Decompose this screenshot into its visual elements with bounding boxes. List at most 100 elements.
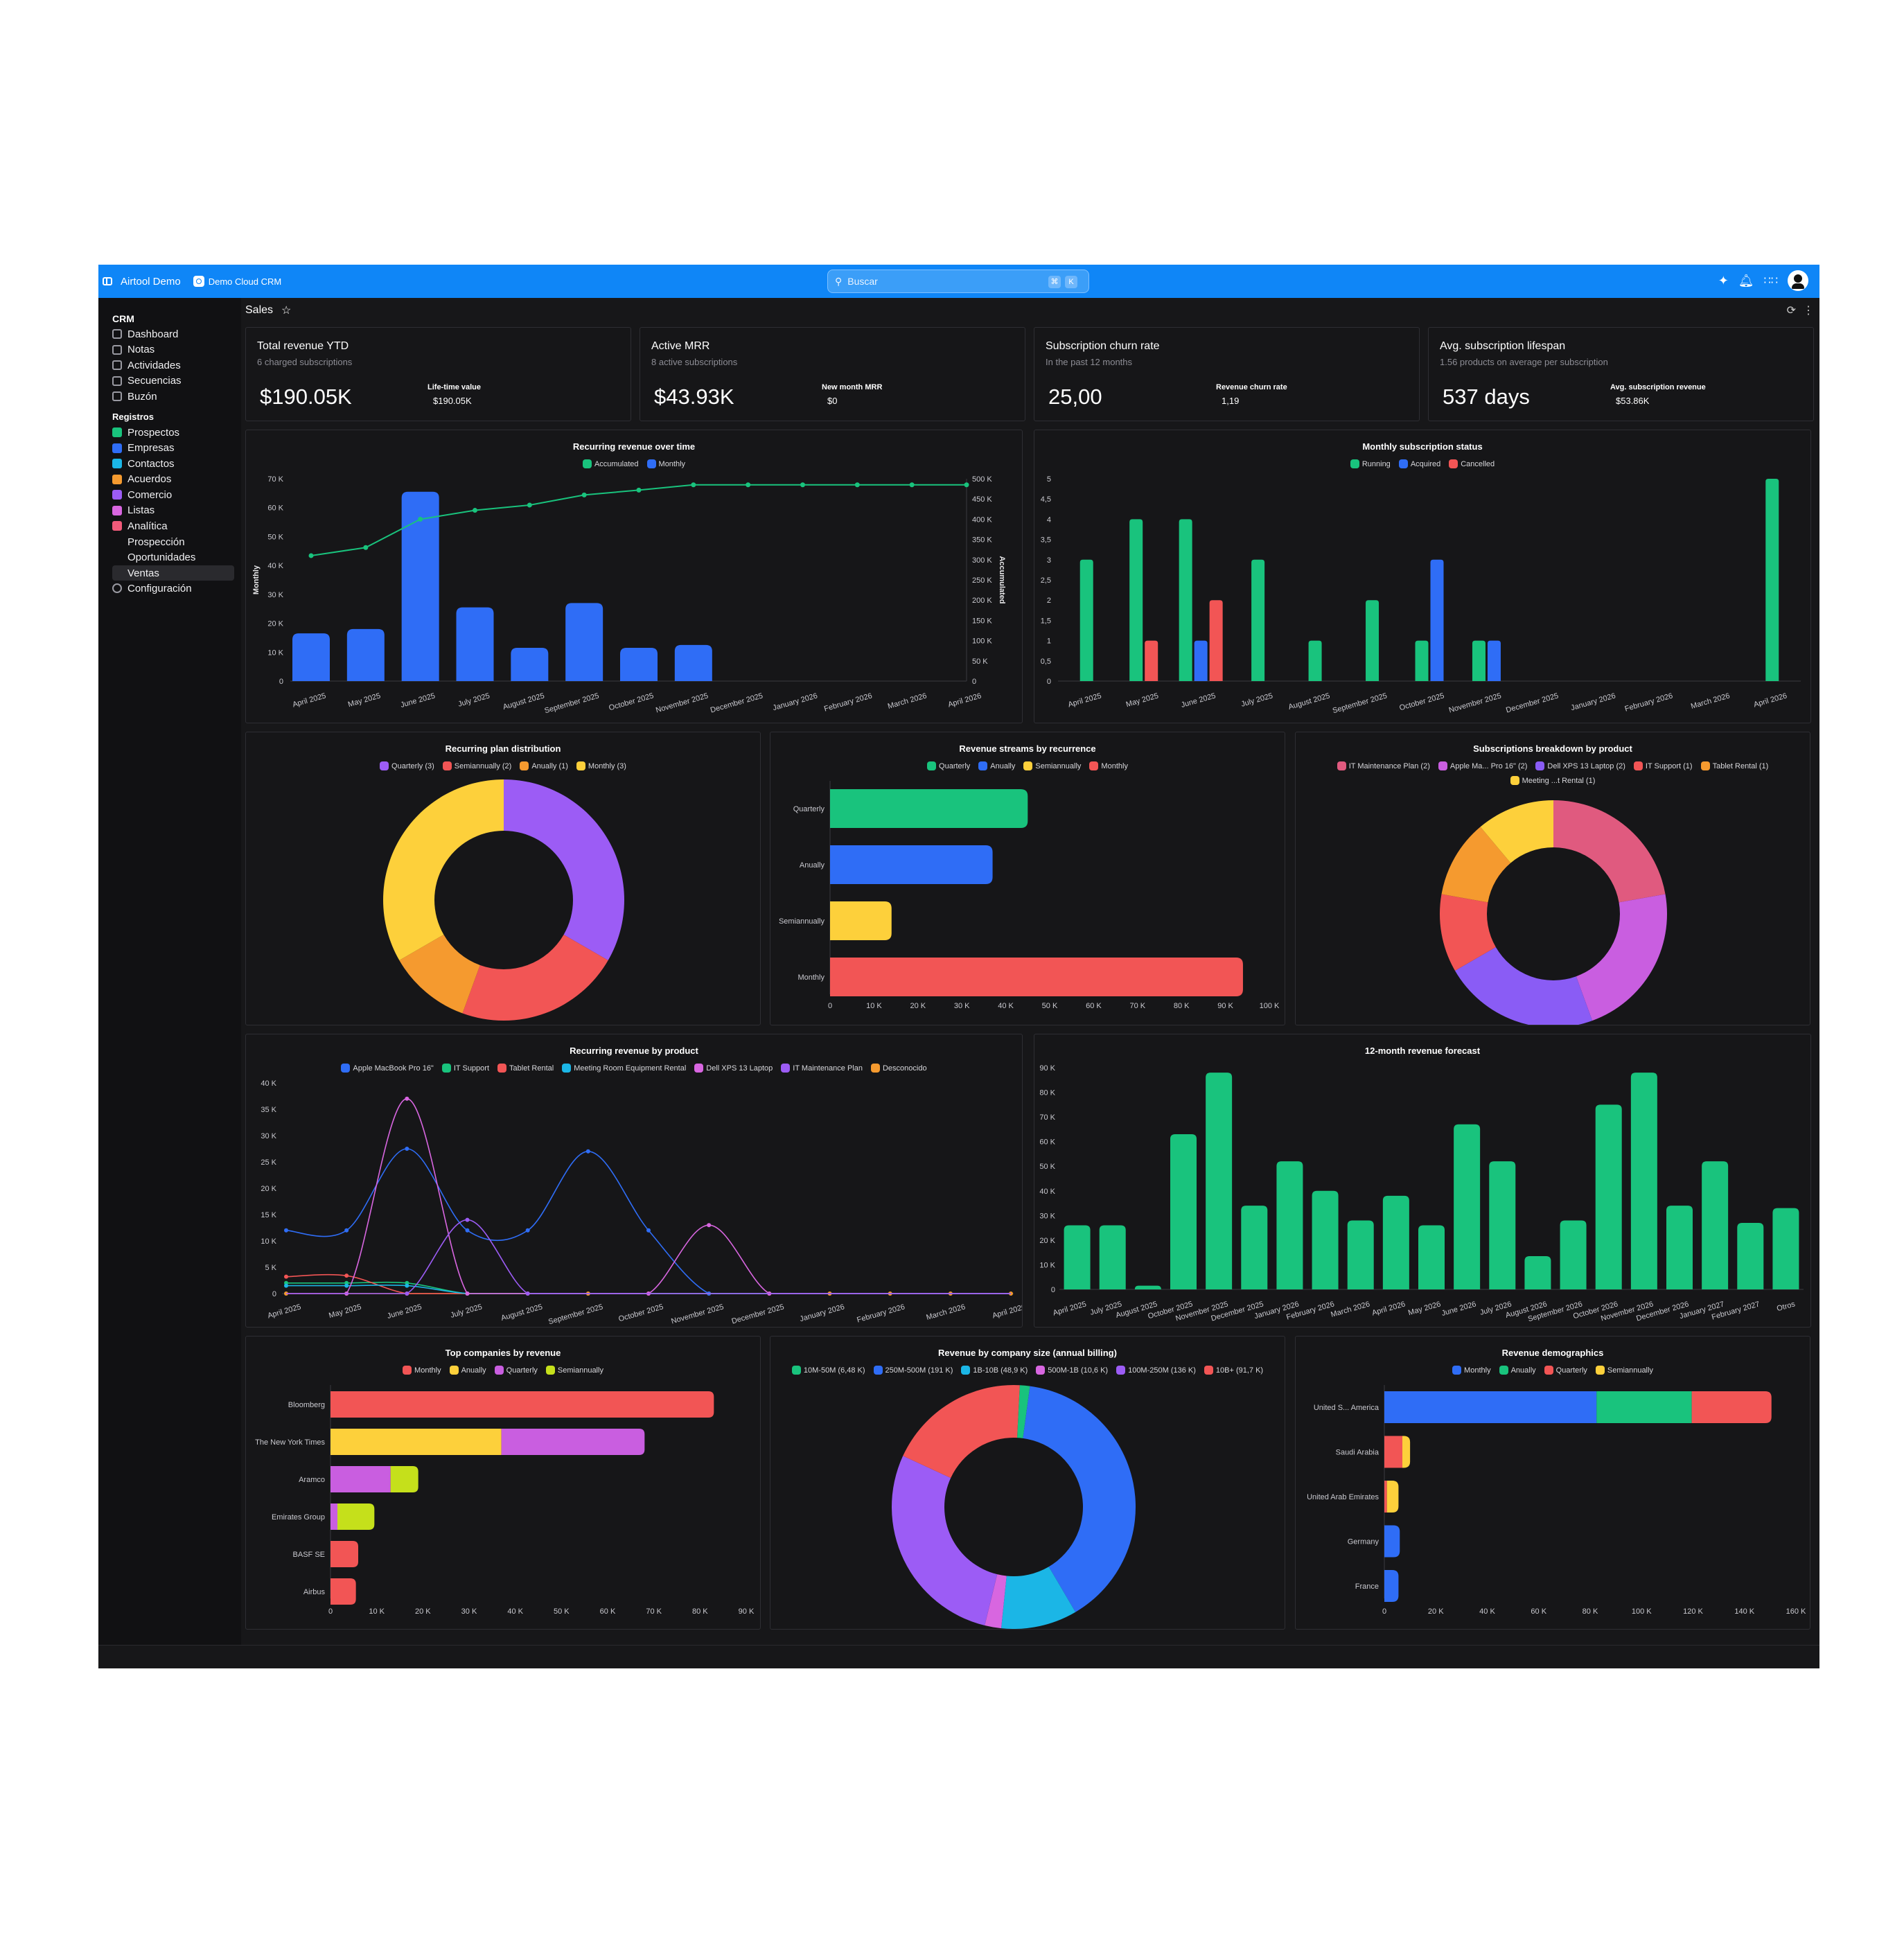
pie-slice[interactable] <box>1454 947 1593 1025</box>
bar-forecast[interactable] <box>1630 1073 1657 1289</box>
legend-item-anually[interactable]: Anually <box>449 1366 486 1375</box>
bar-acquired[interactable] <box>1430 559 1444 681</box>
pie-slice[interactable] <box>1480 800 1553 863</box>
app-title[interactable]: Airtool Demo <box>121 275 181 288</box>
point-tablet-rental[interactable] <box>284 1274 288 1279</box>
pie-slice[interactable] <box>462 935 608 1021</box>
legend-item-desconocido[interactable]: Desconocido <box>870 1064 927 1073</box>
sidebar-toggle-icon[interactable] <box>103 277 112 285</box>
sidebar-item-contactos[interactable]: Contactos <box>112 456 175 471</box>
legend-item-cancelled[interactable]: Cancelled <box>1449 459 1495 468</box>
point-accumulated[interactable] <box>909 482 915 488</box>
bar-acquired[interactable] <box>1487 640 1501 681</box>
point-apple-macbook-pro-16[interactable] <box>465 1228 470 1233</box>
point-it-maintenance-plan[interactable] <box>465 1217 470 1222</box>
pie-slice[interactable] <box>1553 800 1666 903</box>
legend-item-tablet-rental[interactable]: Tablet Rental <box>497 1064 554 1073</box>
bar-monthly[interactable] <box>456 607 494 681</box>
point-dell-xps-13-laptop[interactable] <box>465 1291 470 1296</box>
bar-monthly[interactable] <box>1384 1391 1597 1423</box>
sidebar-item-dashboard[interactable]: Dashboard <box>112 326 178 342</box>
bar-monthly[interactable] <box>674 644 712 681</box>
legend-item-semiannually[interactable]: Semiannually <box>1595 1366 1653 1375</box>
point-accumulated[interactable] <box>473 508 477 513</box>
bar-forecast[interactable] <box>1454 1124 1481 1289</box>
legend-item-monthly-3[interactable]: Monthly (3) <box>576 761 626 770</box>
bar-forecast[interactable] <box>1489 1161 1516 1289</box>
ai-sparkle-icon[interactable]: ✦ <box>1718 273 1729 288</box>
pie-slice[interactable] <box>903 1385 1020 1479</box>
sidebar-item-listas[interactable]: Listas <box>112 503 155 518</box>
sidebar-item-anal-tica[interactable]: Analítica <box>112 518 168 534</box>
bar-running[interactable] <box>1179 519 1192 681</box>
bar-forecast[interactable] <box>1241 1206 1268 1289</box>
bar-running[interactable] <box>1472 640 1486 681</box>
point-tablet-rental[interactable] <box>344 1273 349 1278</box>
workspace-name[interactable]: Demo Cloud CRM <box>208 276 282 287</box>
legend-item-quarterly[interactable]: Quarterly <box>927 761 970 770</box>
bar-monthly[interactable] <box>1384 1570 1399 1602</box>
legend-item-dell-xps-13-laptop[interactable]: Dell XPS 13 Laptop <box>694 1064 773 1073</box>
point-apple-macbook-pro-16[interactable] <box>344 1228 349 1233</box>
legend-item-250m-500m-191-k[interactable]: 250M-500M (191 K) <box>873 1366 953 1375</box>
sidebar-item-empresas[interactable]: Empresas <box>112 441 175 456</box>
legend-item-monthly[interactable]: Monthly <box>1452 1366 1491 1375</box>
bar-semiannually[interactable] <box>337 1504 375 1530</box>
bar-monthly[interactable] <box>620 648 658 681</box>
point-apple-macbook-pro-16[interactable] <box>284 1228 288 1233</box>
sidebar-item-acuerdos[interactable]: Acuerdos <box>112 472 171 487</box>
legend-item-anually[interactable]: Anually <box>978 761 1015 770</box>
bar-running[interactable] <box>1251 559 1265 681</box>
sidebar-item-oportunidades[interactable]: Oportunidades <box>127 550 195 565</box>
bar-acquired[interactable] <box>1194 640 1208 681</box>
refresh-icon[interactable]: ⟳ <box>1786 305 1796 317</box>
bar-running[interactable] <box>1079 559 1093 681</box>
legend-item-monthly[interactable]: Monthly <box>646 459 685 468</box>
point-meeting-room-equipment-rental[interactable] <box>284 1283 288 1288</box>
legend-item-semiannually-2[interactable]: Semiannually (2) <box>442 761 511 770</box>
pie-slice[interactable] <box>399 935 480 1014</box>
bar-semiannually[interactable] <box>1386 1481 1399 1513</box>
legend-item-running[interactable]: Running <box>1350 459 1391 468</box>
pie-slice[interactable] <box>1440 894 1496 971</box>
sidebar-item-ventas[interactable]: Ventas <box>112 565 234 581</box>
bar-monthly[interactable] <box>330 1541 358 1567</box>
bar-quarterly[interactable] <box>330 1466 391 1492</box>
point-accumulated[interactable] <box>363 545 369 550</box>
bell-icon[interactable]: 🔔︎ <box>1738 273 1754 288</box>
bar-quarterly[interactable] <box>501 1429 645 1455</box>
point-accumulated[interactable] <box>854 482 860 488</box>
bar-forecast[interactable] <box>1702 1161 1729 1289</box>
bar-quarterly[interactable] <box>1384 1481 1387 1513</box>
bar-monthly[interactable] <box>830 958 1243 996</box>
bar-monthly[interactable] <box>565 603 603 681</box>
point-dell-xps-13-laptop[interactable] <box>405 1096 409 1101</box>
bar-forecast[interactable] <box>1382 1195 1409 1289</box>
bar-monthly[interactable] <box>511 648 549 681</box>
legend-item-semiannually[interactable]: Semiannually <box>1023 761 1081 770</box>
bar-quarterly[interactable] <box>830 789 1028 828</box>
bar-anually[interactable] <box>1596 1391 1692 1423</box>
bar-monthly[interactable] <box>346 628 385 681</box>
bar-cancelled[interactable] <box>1209 600 1223 681</box>
legend-item-monthly[interactable]: Monthly <box>403 1366 441 1375</box>
legend-item-meeting-t-rental-1[interactable]: Meeting ...t Rental (1) <box>1510 776 1595 785</box>
bar-forecast[interactable] <box>1312 1190 1339 1289</box>
pie-slice[interactable] <box>1441 827 1511 903</box>
user-avatar-icon[interactable] <box>1788 270 1808 291</box>
point-accumulated[interactable] <box>308 553 314 558</box>
legend-item-100m-250m-136-k[interactable]: 100M-250M (136 K) <box>1116 1366 1196 1375</box>
bar-forecast[interactable] <box>1595 1104 1622 1289</box>
sidebar-item-secuencias[interactable]: Secuencias <box>112 373 182 389</box>
bar-semiannually[interactable] <box>390 1466 418 1492</box>
legend-item-1b-10b-48-9-k[interactable]: 1B-10B (48,9 K) <box>961 1366 1028 1375</box>
bar-monthly[interactable] <box>401 491 439 681</box>
bar-forecast[interactable] <box>1276 1161 1303 1289</box>
bar-forecast[interactable] <box>1772 1208 1799 1289</box>
legend-item-quarterly-3[interactable]: Quarterly (3) <box>380 761 434 770</box>
point-meeting-room-equipment-rental[interactable] <box>405 1283 409 1288</box>
bar-forecast[interactable] <box>1099 1225 1126 1289</box>
bar-cancelled[interactable] <box>1145 640 1158 681</box>
legend-item-meeting-room-equipment-rental[interactable]: Meeting Room Equipment Rental <box>562 1064 686 1073</box>
point-accumulated[interactable] <box>418 516 423 522</box>
